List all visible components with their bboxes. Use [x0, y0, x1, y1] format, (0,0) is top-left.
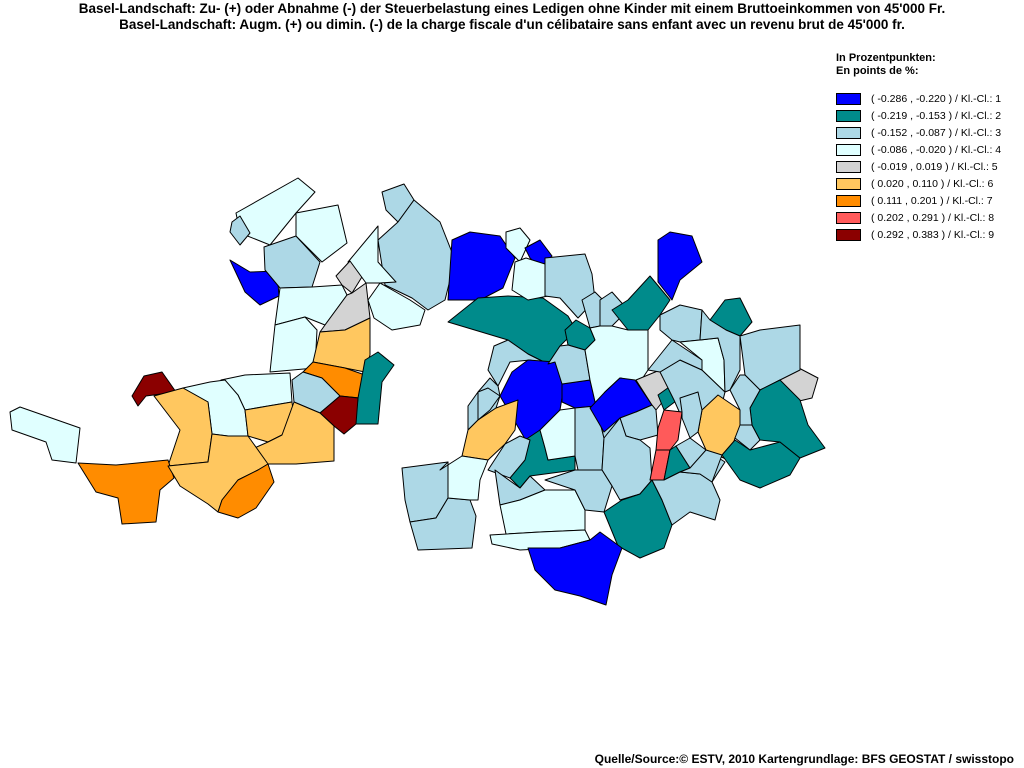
municipality-r71[interactable]: [699, 309, 741, 393]
municipality-r86[interactable]: [679, 391, 703, 439]
legend-unit-french: En points de %:: [836, 65, 919, 77]
municipality-r34[interactable]: [511, 257, 549, 301]
legend-item-class-2: ( -0.219 , -0.153 ) / Kl.-Cl.: 2: [836, 110, 1024, 127]
legend-item-class-1: ( -0.286 , -0.220 ) / Kl.-Cl.: 1: [836, 93, 1024, 110]
municipality-r25[interactable]: [217, 463, 275, 519]
legend-swatch-class-7: [836, 195, 861, 207]
municipality-r2[interactable]: [229, 215, 251, 246]
municipality-r82[interactable]: [527, 531, 623, 606]
municipality-r68[interactable]: [611, 275, 671, 331]
legend-swatch-class-5: [836, 161, 861, 173]
municipality-r30[interactable]: [505, 227, 531, 263]
municipality-r60[interactable]: [655, 409, 683, 451]
municipality-r80[interactable]: [544, 469, 613, 513]
legend-label-class-6: ( 0.020 , 0.110 ) / Kl.-Cl.: 6: [871, 178, 994, 190]
legend-item-class-9: ( 0.292 , 0.383 ) / Kl.-Cl.: 9: [836, 229, 1024, 246]
municipality-r28[interactable]: [347, 225, 397, 284]
legend-items: ( -0.286 , -0.220 ) / Kl.-Cl.: 1 ( -0.219…: [836, 93, 1024, 246]
source-note: Quelle/Source:© ESTV, 2010 Kartengrundla…: [594, 752, 1014, 766]
legend-item-class-4: ( -0.086 , -0.020 ) / Kl.-Cl.: 4: [836, 144, 1024, 161]
legend-item-class-7: ( 0.111 , 0.201 ) / Kl.-Cl.: 7: [836, 195, 1024, 212]
municipality-r65[interactable]: [651, 471, 721, 526]
municipality-r27[interactable]: [377, 199, 456, 311]
legend-swatch-class-6: [836, 178, 861, 190]
municipality-r22[interactable]: [249, 401, 335, 465]
legend-item-class-6: ( 0.020 , 0.110 ) / Kl.-Cl.: 6: [836, 178, 1024, 195]
municipality-r50[interactable]: [657, 231, 703, 301]
municipality-r5[interactable]: [295, 204, 348, 263]
municipality-r83[interactable]: [729, 374, 761, 426]
map-title-german: Basel-Landschaft: Zu- (+) oder Abnahme (…: [78, 1, 946, 16]
municipality-r10[interactable]: [367, 282, 426, 331]
municipality-r56[interactable]: [409, 497, 477, 551]
legend-item-class-8: ( 0.202 , 0.291 ) / Kl.-Cl.: 8: [836, 212, 1024, 229]
legend-swatch-class-1: [836, 93, 861, 105]
legend-item-class-5: ( -0.019 , 0.019 ) / Kl.-Cl.: 5: [836, 161, 1024, 178]
map-title-french: Basel-Landschaft: Augm. (+) ou dimin. (-…: [119, 17, 905, 32]
legend-label-class-3: ( -0.152 , -0.087 ) / Kl.-Cl.: 3: [871, 127, 1002, 139]
legend-label-class-9: ( 0.292 , 0.383 ) / Kl.-Cl.: 9: [871, 229, 995, 241]
municipality-r19[interactable]: [9, 406, 81, 464]
legend-label-class-8: ( 0.202 , 0.291 ) / Kl.-Cl.: 8: [871, 212, 995, 224]
legend-label-class-2: ( -0.219 , -0.153 ) / Kl.-Cl.: 2: [871, 110, 1002, 122]
municipality-r7[interactable]: [269, 316, 318, 373]
legend-item-class-3: ( -0.152 , -0.087 ) / Kl.-Cl.: 3: [836, 127, 1024, 144]
legend-label-class-5: ( -0.019 , 0.019 ) / Kl.-Cl.: 5: [871, 161, 998, 173]
municipality-r74[interactable]: [439, 455, 489, 501]
legend-swatch-class-3: [836, 127, 861, 139]
municipality-r23[interactable]: [77, 459, 175, 525]
legend-swatch-class-2: [836, 110, 861, 122]
municipality-r85[interactable]: [679, 449, 723, 483]
municipality-r20[interactable]: [153, 387, 213, 467]
legend-unit-german: In Prozentpunkten:: [836, 52, 936, 64]
map-legend: In Prozentpunkten: En points de %: ( -0.…: [836, 52, 1024, 241]
municipality-r29[interactable]: [447, 231, 516, 301]
legend-swatch-class-4: [836, 144, 861, 156]
legend-label-class-7: ( 0.111 , 0.201 ) / Kl.-Cl.: 7: [871, 195, 993, 207]
municipality-r33[interactable]: [487, 339, 549, 387]
legend-label-class-4: ( -0.086 , -0.020 ) / Kl.-Cl.: 4: [871, 144, 1002, 156]
municipality-r67[interactable]: [659, 304, 703, 343]
legend-swatch-class-9: [836, 229, 861, 241]
legend-label-class-1: ( -0.286 , -0.220 ) / Kl.-Cl.: 1: [871, 93, 1002, 105]
legend-swatch-class-8: [836, 212, 861, 224]
municipality-r84[interactable]: [477, 387, 501, 421]
